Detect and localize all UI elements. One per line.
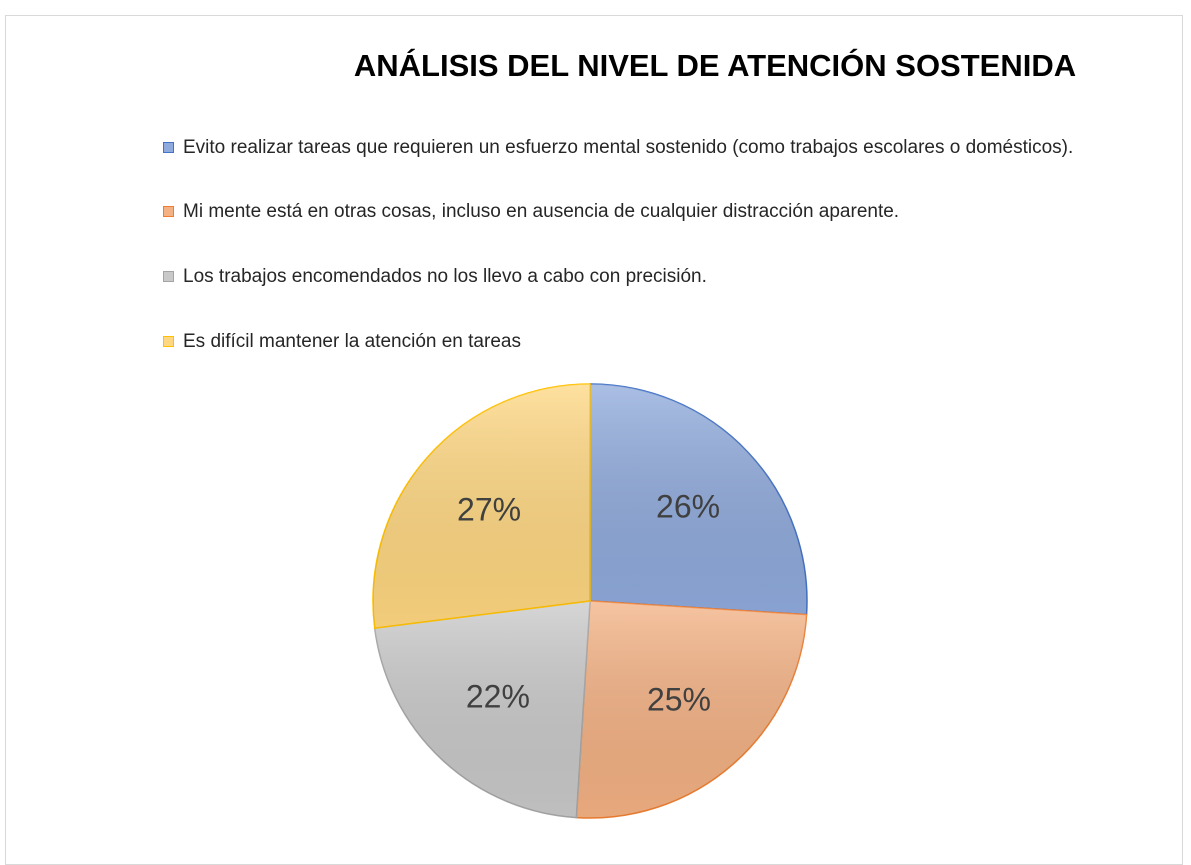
legend-item: Los trabajos encomendados no los llevo a…	[163, 263, 1093, 291]
legend-label: Los trabajos encomendados no los llevo a…	[183, 266, 707, 287]
chart-title: ANÁLISIS DEL NIVEL DE ATENCIÓN SOSTENIDA	[353, 48, 1077, 83]
legend-swatch	[163, 336, 174, 347]
legend-label: Mi mente está en otras cosas, incluso en…	[183, 201, 900, 222]
legend-swatch	[163, 142, 174, 153]
legend-label: Es difícil mantener la atención en tarea…	[183, 331, 521, 352]
legend-item: Evito realizar tareas que requieren un e…	[163, 134, 1093, 162]
slice-shade	[590, 384, 807, 615]
legend-item: Mi mente está en otras cosas, incluso en…	[163, 198, 1093, 226]
data-label: 26%	[656, 488, 720, 524]
slice-shade	[374, 601, 590, 818]
data-label: 27%	[457, 491, 521, 527]
data-label: 22%	[466, 679, 530, 715]
legend-label: Evito realizar tareas que requieren un e…	[183, 137, 1074, 158]
slice-shade	[373, 384, 590, 629]
legend-swatch	[163, 271, 174, 282]
legend-item: Es difícil mantener la atención en tarea…	[163, 328, 1093, 356]
legend-swatch	[163, 206, 174, 217]
data-label: 25%	[647, 681, 711, 717]
slice-shade	[576, 601, 807, 818]
